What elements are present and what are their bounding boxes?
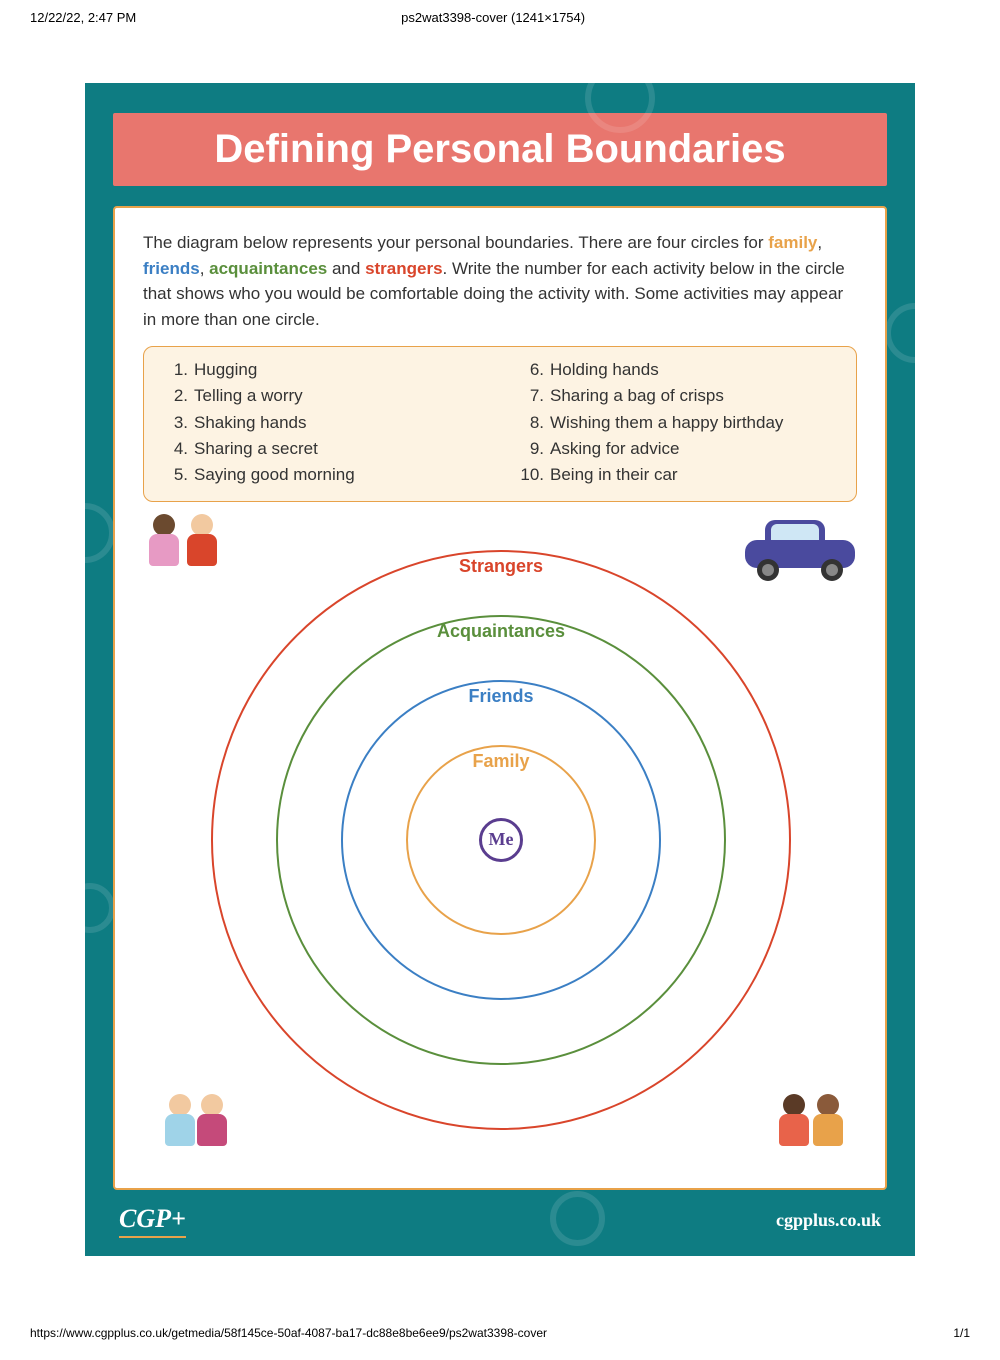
ring-label-strangers: Strangers (459, 556, 543, 577)
keyword-acquaintances: acquaintances (209, 259, 327, 278)
print-header: 12/22/22, 2:47 PM ps2wat3398-cover (1241… (0, 0, 1000, 33)
activity-item: 9.Asking for advice (520, 436, 836, 462)
ring-label-acquaintances: Acquaintances (437, 621, 565, 642)
activity-item: 10.Being in their car (520, 462, 836, 488)
worksheet-footer: CGP+ cgpplus.co.uk (113, 1204, 887, 1238)
activity-item: 7.Sharing a bag of crisps (520, 383, 836, 409)
illustration-kids-party (145, 514, 221, 574)
ring-label-friends: Friends (468, 686, 533, 707)
activity-item: 4.Sharing a secret (164, 436, 480, 462)
keyword-friends: friends (143, 259, 200, 278)
intro-text: and (327, 259, 365, 278)
print-source-url: https://www.cgpplus.co.uk/getmedia/58f14… (30, 1326, 547, 1340)
illustration-whisper (775, 1094, 847, 1154)
intro-text: , (817, 233, 822, 252)
intro-text: The diagram below represents your person… (143, 233, 768, 252)
activities-col-left: 1.Hugging 2.Telling a worry 3.Shaking ha… (164, 357, 480, 489)
intro-text: , (200, 259, 209, 278)
swirl-deco (85, 503, 115, 563)
activities-col-right: 6.Holding hands 7.Sharing a bag of crisp… (520, 357, 836, 489)
activity-item: 3.Shaking hands (164, 410, 480, 436)
print-footer: https://www.cgpplus.co.uk/getmedia/58f14… (0, 1256, 1000, 1360)
worksheet-frame: Defining Personal Boundaries The diagram… (85, 83, 915, 1256)
content-card: The diagram below represents your person… (113, 206, 887, 1190)
publisher-logo: CGP+ (119, 1204, 186, 1238)
activity-item: 5.Saying good morning (164, 462, 480, 488)
keyword-family: family (768, 233, 817, 252)
ring-label-family: Family (472, 751, 529, 772)
worksheet-title: Defining Personal Boundaries (113, 113, 887, 186)
intro-paragraph: The diagram below represents your person… (143, 230, 857, 332)
keyword-strangers: strangers (365, 259, 442, 278)
swirl-deco (85, 883, 115, 933)
print-page-number: 1/1 (953, 1326, 970, 1340)
print-doc-title: ps2wat3398-cover (1241×1754) (136, 10, 850, 25)
ring-me: Me (479, 818, 523, 862)
swirl-deco (885, 303, 915, 363)
print-timestamp: 12/22/22, 2:47 PM (30, 10, 136, 25)
publisher-url: cgpplus.co.uk (776, 1210, 881, 1231)
activity-item: 8.Wishing them a happy birthday (520, 410, 836, 436)
illustration-handshake (161, 1094, 231, 1154)
activities-box: 1.Hugging 2.Telling a worry 3.Shaking ha… (143, 346, 857, 502)
activity-item: 1.Hugging (164, 357, 480, 383)
ring-label-me: Me (489, 829, 514, 850)
activity-item: 2.Telling a worry (164, 383, 480, 409)
illustration-car (745, 520, 855, 575)
circles-diagram: Strangers Acquaintances Friends Family M… (143, 520, 857, 1160)
activity-item: 6.Holding hands (520, 357, 836, 383)
